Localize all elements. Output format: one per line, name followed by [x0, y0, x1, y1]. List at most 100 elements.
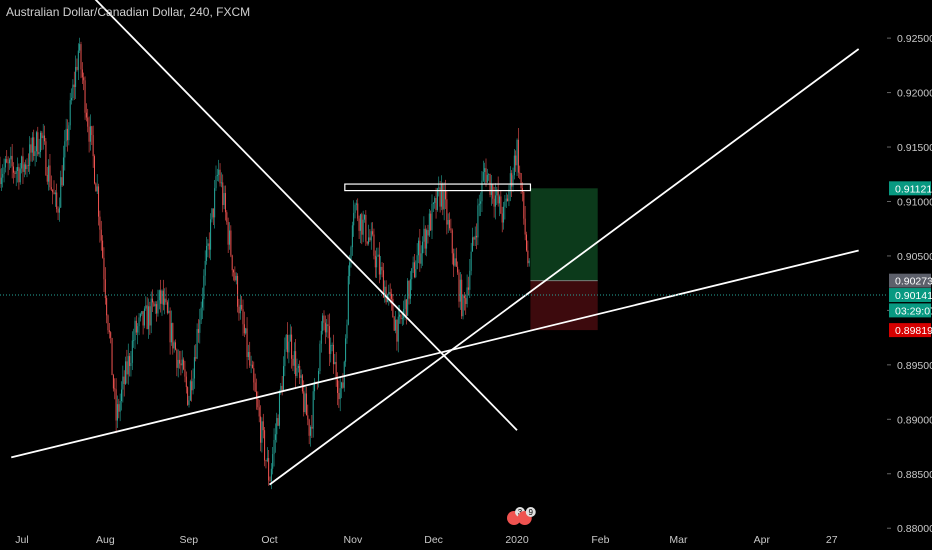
candle-body: [447, 220, 449, 225]
candle-body: [477, 205, 479, 238]
candle-body: [95, 183, 97, 192]
x-tick-label: Apr: [754, 534, 771, 546]
candle-body: [231, 255, 233, 271]
candle-body: [307, 415, 309, 420]
candle-body: [142, 311, 144, 326]
candle-body: [33, 137, 35, 157]
y-tick-label: 0.88000: [897, 523, 932, 535]
candle-body: [354, 204, 356, 213]
candle-body: [445, 191, 446, 200]
candle-body: [6, 159, 8, 163]
candle-body: [395, 319, 397, 331]
candle-body: [188, 400, 190, 405]
x-axis: Jul Aug Sep Oct Nov Dec 2020 Feb Mar Apr 27: [15, 534, 837, 546]
drawings-layer[interactable]: [0, 0, 887, 486]
x-tick-label: Mar: [669, 534, 688, 546]
trendline[interactable]: [268, 48, 860, 486]
candle-body: [85, 112, 87, 118]
candle-body: [520, 173, 522, 189]
candle-body: [326, 324, 328, 333]
x-tick-label: Jul: [15, 534, 28, 546]
candle-body: [439, 187, 441, 207]
candle-body: [463, 295, 465, 299]
candle-body: [131, 340, 133, 363]
candle-body: [216, 174, 218, 177]
candle-body: [166, 302, 168, 313]
candle-body: [195, 357, 197, 359]
candle-body: [164, 298, 166, 305]
y-tick-label: 0.91000: [897, 196, 932, 208]
price-label-text: 0.91121: [895, 183, 932, 195]
trendline[interactable]: [0, 0, 518, 431]
candle-body: [189, 381, 191, 401]
candle-body: [81, 69, 83, 78]
candle-body: [361, 214, 363, 235]
candle-body: [118, 404, 120, 412]
candle-body: [137, 326, 139, 333]
candle-body: [262, 421, 264, 431]
candle-body: [230, 230, 232, 256]
candle-body: [504, 201, 506, 207]
candle-body: [515, 155, 517, 166]
candle-body: [211, 208, 213, 220]
candle-body: [415, 269, 417, 278]
candle-body: [30, 144, 32, 153]
candle-body: [22, 156, 24, 172]
candle-body: [343, 361, 345, 388]
candle-body: [239, 304, 241, 314]
candle-body: [193, 357, 195, 379]
candle-body: [67, 128, 68, 141]
price-label-badge: [889, 273, 931, 288]
candle-body: [420, 253, 422, 264]
event-count-bubble[interactable]: [525, 507, 536, 517]
candle-body: [482, 172, 484, 181]
candle-body: [52, 189, 54, 193]
candle-body: [347, 276, 349, 325]
candle-body: [175, 342, 176, 350]
profit-zone[interactable]: [530, 188, 598, 281]
candle-body: [404, 299, 406, 310]
candle-body: [377, 254, 379, 257]
candle-body: [350, 247, 352, 263]
candle-body: [308, 419, 310, 436]
candle-body: [75, 66, 77, 87]
trendline[interactable]: [11, 249, 859, 459]
candle-body: [503, 206, 505, 223]
candle-body: [256, 391, 257, 399]
x-tick-label: 2020: [505, 534, 529, 546]
candle-body: [150, 298, 152, 326]
candle-body: [391, 293, 392, 299]
candle-body: [34, 151, 36, 157]
candle-body: [392, 298, 394, 318]
candle-body: [397, 316, 399, 342]
candle-body: [104, 279, 106, 299]
resistance-box[interactable]: [344, 183, 532, 192]
candle-body: [264, 430, 266, 461]
candle-body: [183, 359, 185, 370]
candle-body: [287, 334, 289, 353]
candle-body: [266, 458, 268, 462]
candle-body: [133, 340, 135, 341]
candle-body: [426, 230, 428, 249]
candle-body: [454, 258, 456, 266]
candle-body: [380, 266, 382, 275]
candle-body: [300, 375, 302, 378]
price-label-text: 0.89819: [895, 325, 932, 337]
candle-body: [328, 326, 330, 354]
candle-body: [107, 315, 109, 331]
candle-body: [269, 480, 271, 482]
candle-body: [324, 322, 326, 333]
candle-body: [173, 342, 175, 349]
candle-body: [419, 240, 421, 264]
candle-body: [197, 328, 199, 333]
candle-body: [112, 375, 114, 389]
candle-body: [422, 241, 424, 254]
candle-body: [400, 314, 402, 320]
candle-body: [17, 167, 19, 171]
candle-body: [76, 66, 78, 70]
candle-body: [4, 159, 6, 168]
candle-body: [416, 255, 418, 270]
candle-body: [469, 270, 471, 290]
